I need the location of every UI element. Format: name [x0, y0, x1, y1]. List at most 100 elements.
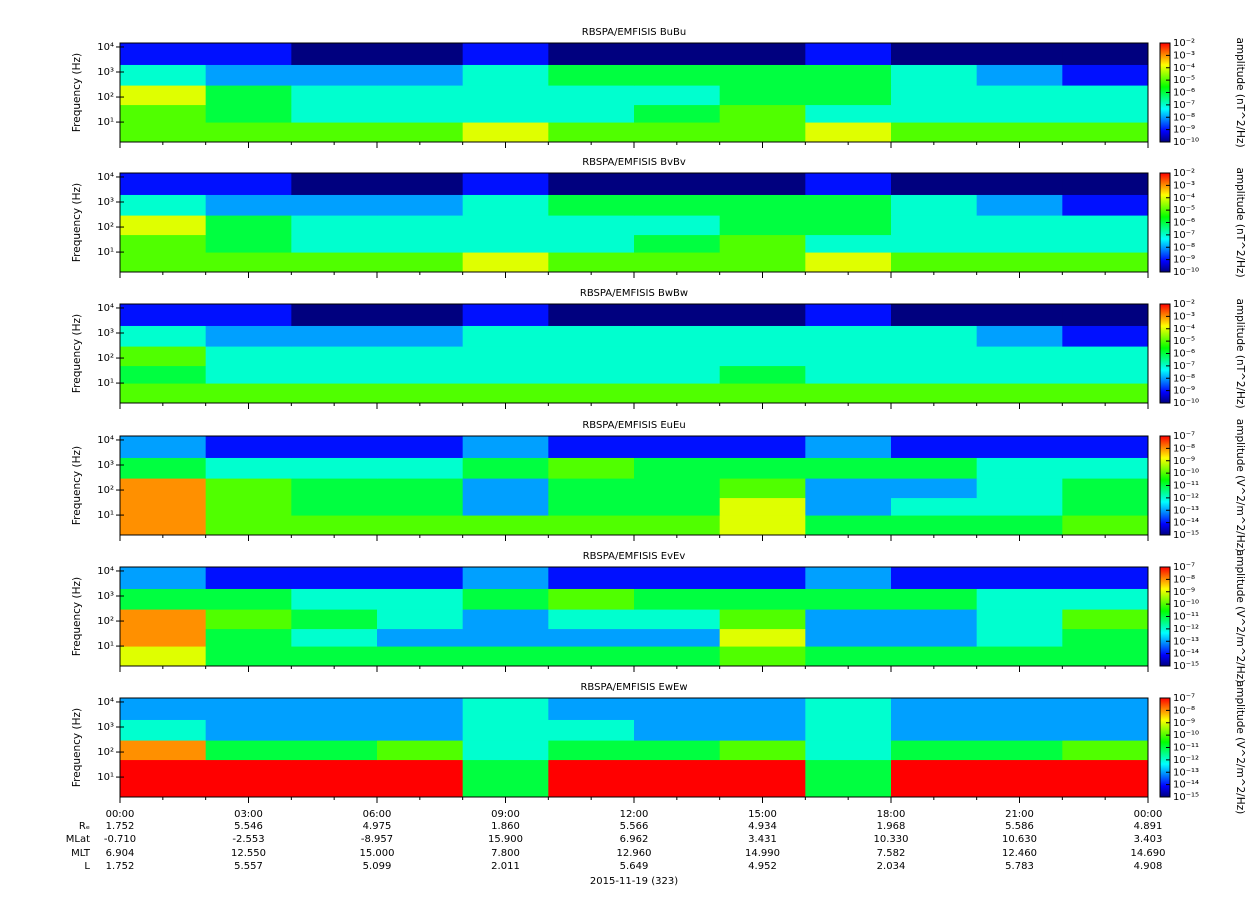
- heat-cell: [634, 194, 721, 216]
- colorbar-tick-label: 10⁻⁷: [1173, 361, 1195, 372]
- colorbar-tick-label: 10⁻⁸: [1173, 443, 1195, 454]
- y-tick-label: 10⁴: [97, 42, 114, 53]
- y-tick-label: 10³: [97, 722, 114, 733]
- heat-cell: [1062, 85, 1149, 106]
- colorbar-tick-label: 10⁻¹³: [1173, 636, 1199, 647]
- ephemeris-value: 3.431: [748, 834, 777, 845]
- ephemeris-value: -2.553: [232, 834, 264, 845]
- heat-cell: [548, 383, 635, 404]
- heat-cell: [291, 567, 378, 589]
- colorbar-tick-label: 10⁻⁵: [1173, 75, 1195, 86]
- colorbar-tick-label: 10⁻⁸: [1173, 373, 1195, 384]
- heat-cell: [120, 609, 207, 630]
- heat-cell: [805, 346, 892, 367]
- heat-cell: [805, 436, 892, 458]
- heat-cell: [548, 436, 635, 458]
- heat-cell: [634, 759, 721, 778]
- heat-cell: [205, 122, 292, 143]
- heat-cell: [120, 719, 207, 741]
- y-tick-label: 10⁴: [97, 303, 114, 314]
- heat-cell: [719, 304, 806, 326]
- heat-cell: [548, 104, 635, 123]
- heat-cell: [548, 234, 635, 253]
- heat-cell: [719, 436, 806, 458]
- heat-cell: [377, 215, 464, 236]
- y-tick-label: 10⁴: [97, 566, 114, 577]
- heat-cell: [719, 122, 806, 143]
- heat-cell: [891, 698, 978, 720]
- heat-cell: [291, 234, 378, 253]
- colorbar-tick-label: 10⁻⁵: [1173, 336, 1195, 347]
- heat-cell: [291, 122, 378, 143]
- heat-cell: [805, 304, 892, 326]
- heat-cell: [205, 497, 292, 516]
- heat-cell: [205, 104, 292, 123]
- heat-cell: [719, 740, 806, 761]
- y-axis-label: Frequency (Hz): [71, 708, 83, 787]
- heat-cell: [976, 304, 1063, 326]
- heat-cell: [120, 383, 207, 404]
- colorbar-tick-label: 10⁻¹⁴: [1173, 518, 1199, 529]
- heat-cell: [548, 515, 635, 536]
- ephemeris-label: L: [84, 861, 90, 872]
- heat-cell: [462, 104, 549, 123]
- heat-cell: [891, 173, 978, 195]
- x-tick-label: 21:00: [1005, 809, 1034, 820]
- heat-cell: [462, 383, 549, 404]
- heat-cell: [377, 759, 464, 778]
- heat-cell: [548, 609, 635, 630]
- heat-cell: [291, 304, 378, 326]
- colorbar-tick-label: 10⁻⁷: [1173, 693, 1195, 704]
- heat-cell: [291, 457, 378, 479]
- heat-cell: [1062, 759, 1149, 778]
- heat-cell: [291, 64, 378, 86]
- ephemeris-label: Rₑ: [79, 821, 90, 832]
- heat-cell: [634, 64, 721, 86]
- heat-cell: [377, 365, 464, 384]
- heat-cell: [205, 436, 292, 458]
- heat-cell: [634, 698, 721, 720]
- heat-cell: [291, 252, 378, 273]
- y-tick-label: 10¹: [97, 247, 114, 258]
- heat-cell: [291, 383, 378, 404]
- heat-cell: [120, 515, 207, 536]
- colorbar-label: amplitude (nT^2/Hz): [1234, 37, 1246, 147]
- heat-cell: [205, 346, 292, 367]
- colorbar-tick-label: 10⁻⁸: [1173, 705, 1195, 716]
- heat-cell: [120, 304, 207, 326]
- heat-cell: [634, 588, 721, 610]
- y-tick-label: 10²: [97, 92, 114, 103]
- heat-cell: [805, 457, 892, 479]
- heat-cell: [205, 515, 292, 536]
- heat-cell: [1062, 646, 1149, 667]
- heat-cell: [548, 122, 635, 143]
- y-axis-label: Frequency (Hz): [71, 183, 83, 262]
- heat-cell: [719, 346, 806, 367]
- heat-cell: [291, 104, 378, 123]
- heat-cell: [719, 457, 806, 479]
- colorbar-label: amplitude (V^2/m^2/Hz): [1234, 419, 1246, 552]
- heat-cell: [462, 457, 549, 479]
- heat-cell: [805, 85, 892, 106]
- colorbar-tick-label: 10⁻⁷: [1173, 431, 1195, 442]
- heat-cell: [548, 304, 635, 326]
- x-tick-label: 00:00: [106, 809, 135, 820]
- heat-cell: [1062, 215, 1149, 236]
- heat-cell: [120, 194, 207, 216]
- heat-cell: [976, 698, 1063, 720]
- heat-cell: [205, 719, 292, 741]
- heat-cell: [891, 252, 978, 273]
- heat-cell: [377, 64, 464, 86]
- heat-cell: [719, 628, 806, 647]
- colorbar-tick-label: 10⁻⁸: [1173, 242, 1195, 253]
- heat-cell: [1062, 194, 1149, 216]
- heat-cell: [377, 383, 464, 404]
- heat-cell: [891, 215, 978, 236]
- heat-cell: [462, 325, 549, 347]
- heat-cell: [548, 740, 635, 761]
- heat-cell: [462, 740, 549, 761]
- heat-cell: [462, 588, 549, 610]
- ephemeris-value: 2.034: [877, 861, 906, 872]
- heat-cell: [462, 173, 549, 195]
- heat-cell: [891, 497, 978, 516]
